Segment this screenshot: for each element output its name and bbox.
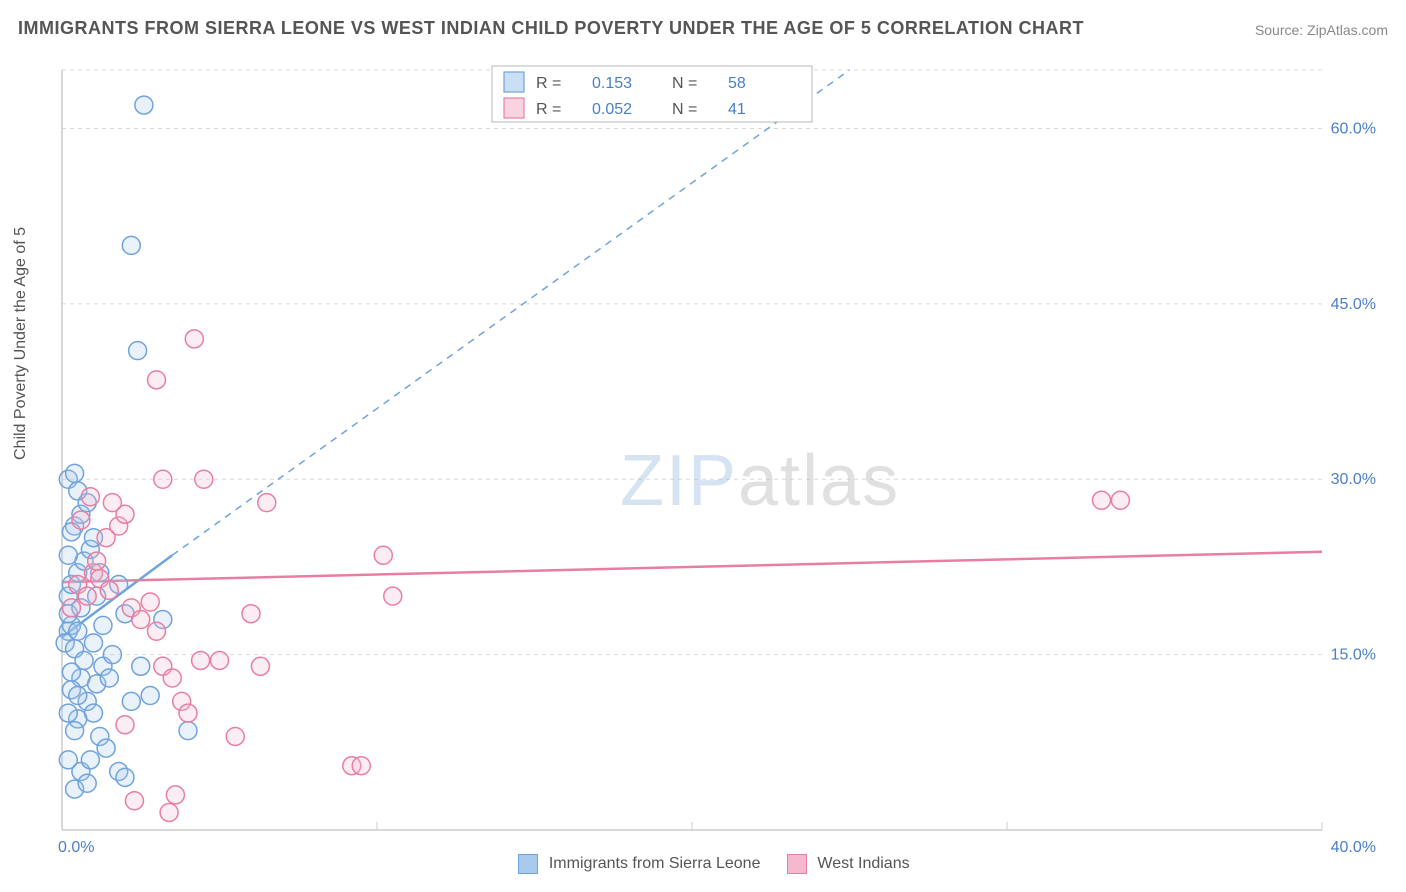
legend-label-sierra-leone: Immigrants from Sierra Leone (549, 855, 761, 872)
svg-text:R =: R = (536, 101, 561, 118)
svg-text:30.0%: 30.0% (1331, 471, 1376, 488)
y-axis-label: Child Poverty Under the Age of 5 (12, 227, 30, 460)
svg-text:58: 58 (728, 75, 746, 92)
svg-text:41: 41 (728, 101, 746, 118)
source-link[interactable]: ZipAtlas.com (1307, 22, 1388, 38)
source-attribution: Source: ZipAtlas.com (1255, 22, 1388, 38)
svg-text:N =: N = (672, 75, 697, 92)
svg-text:R =: R = (536, 75, 561, 92)
legend-swatch-west-indians (787, 854, 807, 874)
svg-text:60.0%: 60.0% (1331, 120, 1376, 137)
svg-text:0.153: 0.153 (592, 75, 632, 92)
source-prefix: Source: (1255, 22, 1307, 38)
legend-label-west-indians: West Indians (817, 855, 909, 872)
chart-area: 15.0%30.0%45.0%60.0%0.0%40.0%R =0.153N =… (52, 60, 1392, 860)
chart-title: IMMIGRANTS FROM SIERRA LEONE VS WEST IND… (18, 18, 1084, 39)
svg-text:15.0%: 15.0% (1331, 647, 1376, 664)
svg-text:45.0%: 45.0% (1331, 296, 1376, 313)
scatter-chart-svg: 15.0%30.0%45.0%60.0%0.0%40.0%R =0.153N =… (52, 60, 1392, 860)
svg-text:0.052: 0.052 (592, 101, 632, 118)
legend-swatch-sierra-leone (518, 854, 538, 874)
bottom-legend: Immigrants from Sierra Leone West Indian… (0, 854, 1406, 874)
svg-text:N =: N = (672, 101, 697, 118)
